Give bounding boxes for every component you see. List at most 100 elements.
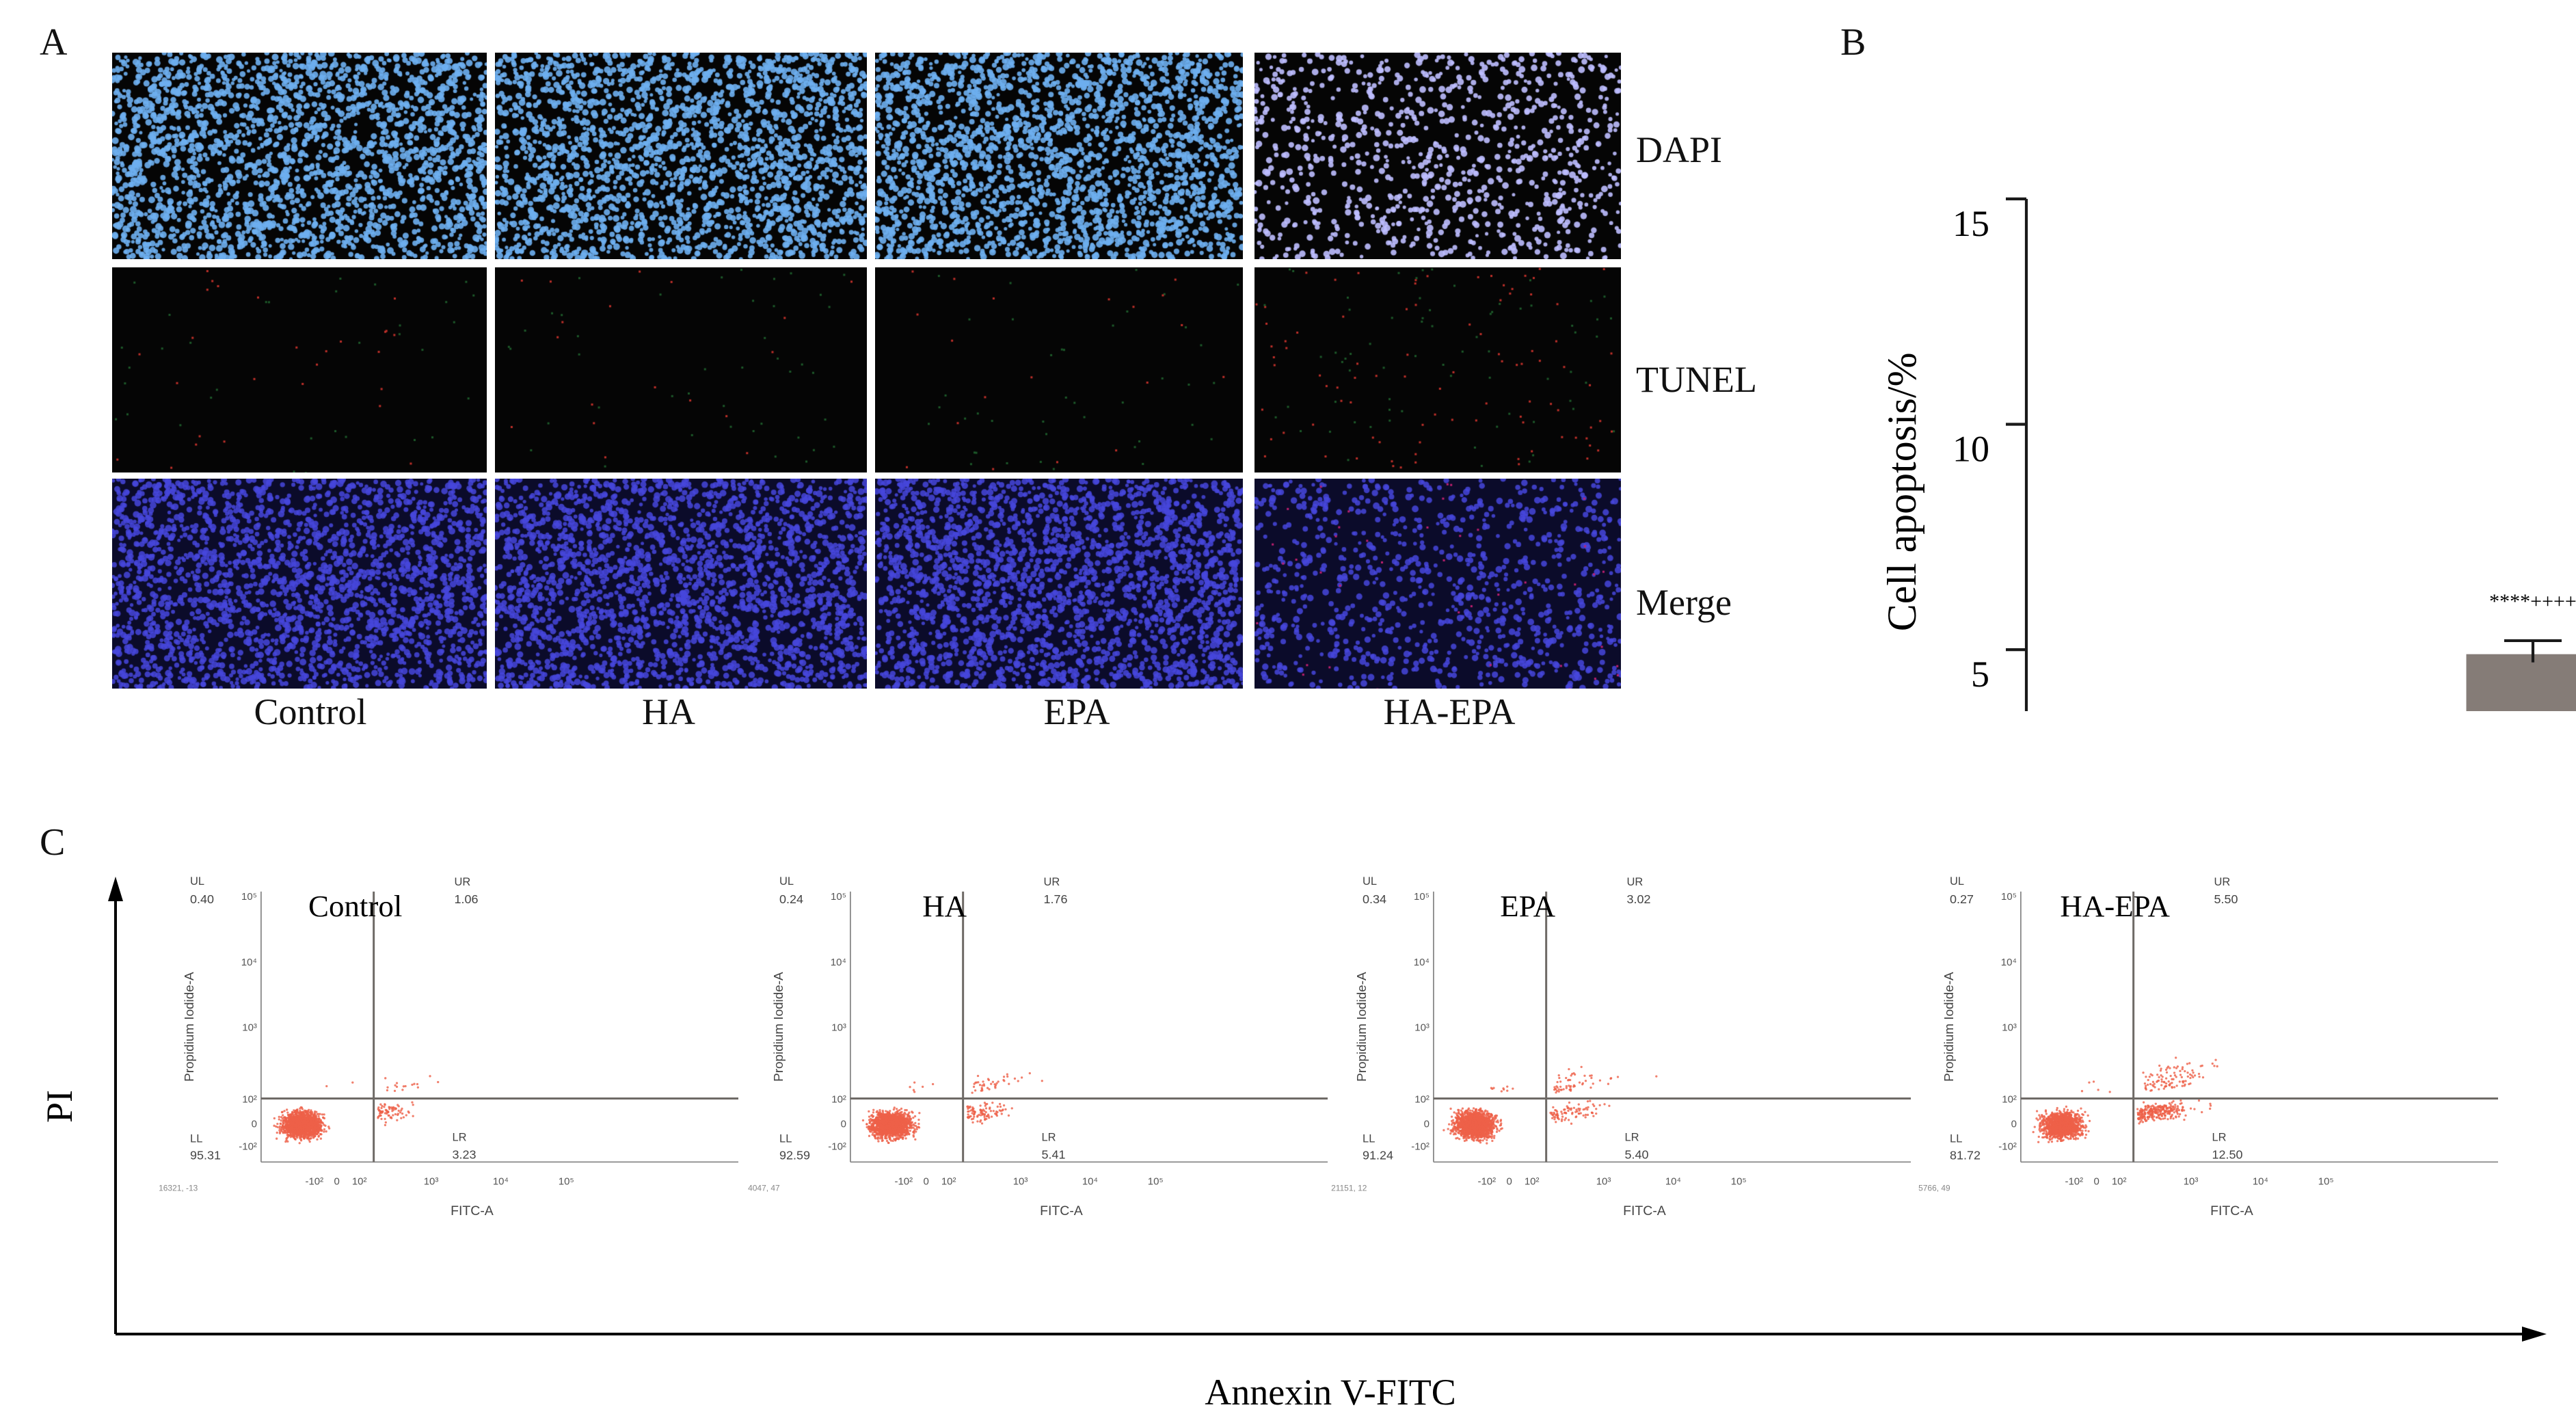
y-tick-label: -10² — [1411, 1141, 1430, 1152]
micrograph-dapi-ha-epa — [1255, 53, 1621, 259]
y-tick-label: -10² — [1998, 1141, 2017, 1152]
x-tick-label: 10⁴ — [1665, 1175, 1681, 1187]
quadrant-value-lr: 5.41 — [1041, 1147, 1065, 1161]
x-tick-label: 0 — [2094, 1175, 2099, 1187]
quadrant-value-ll: 92.59 — [779, 1148, 810, 1162]
quadrant-label-lr: LR — [1624, 1131, 1639, 1143]
y-tick-label: 15 — [1953, 203, 1989, 244]
pi-axis-label: Propidium Iodide-A — [1354, 972, 1369, 1082]
micrograph-tunel-control — [112, 267, 487, 472]
pi-axis-label: Propidium Iodide-A — [1942, 972, 1956, 1082]
quadrant-label-ll: LL — [1950, 1132, 1962, 1145]
y-tick-label: 10³ — [242, 1022, 257, 1034]
col-label-ha-epa: HA-EPA — [1383, 691, 1516, 732]
y-tick-label: 10⁴ — [2001, 957, 2017, 968]
micrograph-merge-ha — [495, 479, 867, 689]
panel-label-c: C — [40, 821, 66, 864]
x-tick-label: 10³ — [2184, 1175, 2199, 1187]
plot-title: HA — [922, 889, 967, 923]
micrograph-tunel-ha — [495, 267, 867, 472]
flow-plot-control: 10⁵ 10⁴ 10³ 10² 0 -10² -10² 0 10² 10³ 10⁴ 10⁵ FITC-A… — [159, 875, 738, 1218]
y-tick-label: 10³ — [2002, 1022, 2017, 1034]
x-tick-label: -10² — [894, 1175, 913, 1187]
x-tick-label: 10⁴ — [2253, 1175, 2268, 1187]
x-tick-label: -10² — [305, 1175, 323, 1187]
y-tick-label: -10² — [828, 1141, 846, 1152]
quadrant-value-ul: 0.24 — [779, 892, 803, 906]
event-dots — [273, 1075, 440, 1145]
quadrant-label-ll: LL — [779, 1132, 792, 1145]
x-tick-label: 10² — [1525, 1175, 1540, 1187]
col-label-epa: EPA — [1043, 691, 1110, 732]
x-tick-label: 10⁵ — [1731, 1175, 1747, 1187]
row-label-merge: Merge — [1636, 582, 1732, 623]
event-dots — [861, 1071, 1043, 1145]
y-tick-label: 5 — [1971, 654, 1989, 695]
y-tick-label: 0 — [2011, 1118, 2017, 1130]
y-tick-label: 10² — [1414, 1093, 1430, 1105]
event-dots — [1443, 1065, 1658, 1145]
quadrant-value-ll: 81.72 — [1950, 1148, 1981, 1162]
quadrant-label-ur: UR — [1043, 876, 1060, 888]
annexin-axis-arrow — [2522, 1327, 2547, 1342]
quadrant-value-ul: 0.34 — [1363, 892, 1386, 906]
quadrant-value-ur: 1.76 — [1043, 892, 1067, 906]
flow-plot-epa: 10⁵ 10⁴ 10³ 10² 0 -10² -10² 0 10² 10³ 10⁴ 10⁵ FITC-A… — [1331, 875, 1911, 1218]
pi-axis-label: PI — [39, 1090, 80, 1123]
x-tick-label: 10² — [941, 1175, 956, 1187]
fitc-axis-label: FITC-A — [2210, 1203, 2253, 1218]
quadrant-label-ul: UL — [1363, 875, 1377, 888]
quadrant-value-ul: 0.40 — [190, 892, 214, 906]
x-tick-label: 10² — [2112, 1175, 2127, 1187]
row-label-dapi: DAPI — [1636, 129, 1723, 170]
y-tick-label: 0 — [1424, 1118, 1430, 1130]
x-tick-label: 10⁴ — [493, 1175, 509, 1187]
cursor-readout: 21151, 12 — [1331, 1183, 1367, 1193]
micrograph-dapi-epa — [875, 53, 1243, 259]
y-tick-label: 10⁴ — [241, 957, 257, 968]
x-tick-label: 10³ — [1596, 1175, 1611, 1187]
quadrant-value-ur: 5.50 — [2214, 892, 2238, 906]
quadrant-label-ur: UR — [454, 876, 470, 888]
quadrant-label-ll: LL — [1363, 1132, 1375, 1145]
row-label-tunel: TUNEL — [1636, 359, 1757, 400]
micrograph-merge-epa — [875, 479, 1243, 689]
micrograph-tunel-epa — [875, 267, 1243, 472]
y-tick-label: 0 — [252, 1118, 257, 1130]
quadrant-value-lr: 5.40 — [1624, 1147, 1648, 1161]
x-tick-label: 10⁵ — [2318, 1175, 2334, 1187]
y-tick-label: 10 — [1953, 428, 1989, 469]
x-tick-label: 0 — [924, 1175, 929, 1187]
quadrant-label-ll: LL — [190, 1132, 202, 1145]
y-tick-label: 10² — [242, 1093, 257, 1105]
x-tick-label: 10³ — [424, 1175, 439, 1187]
micrograph-merge-control — [112, 479, 487, 689]
quadrant-label-lr: LR — [1041, 1131, 1056, 1143]
bar-epa — [2466, 654, 2576, 711]
plot-title: Control — [308, 889, 402, 923]
panel-label-a: A — [40, 21, 68, 64]
micrograph-merge-ha-epa — [1255, 479, 1621, 689]
cursor-readout: 4047, 47 — [748, 1183, 780, 1193]
bar-chart: Cell apoptosis/% 051015ControlHA****++++… — [1879, 197, 2576, 711]
micrograph-dapi-ha — [495, 53, 867, 259]
x-tick-label: 10² — [352, 1175, 367, 1187]
plot-title: HA-EPA — [2060, 889, 2170, 923]
cursor-readout: 16321, -13 — [159, 1183, 198, 1193]
quadrant-label-ul: UL — [779, 875, 794, 888]
annexin-axis-label: Annexin V-FITC — [1205, 1372, 1456, 1413]
quadrant-label-lr: LR — [2212, 1131, 2226, 1143]
quadrant-label-ul: UL — [190, 875, 204, 888]
x-tick-label: -10² — [2065, 1175, 2083, 1187]
y-tick-label: 10³ — [1414, 1022, 1430, 1034]
quadrant-value-ur: 1.06 — [454, 892, 478, 906]
pi-axis-arrow — [108, 877, 123, 901]
y-tick-label: 10⁵ — [241, 891, 257, 903]
y-tick-label: 0 — [841, 1118, 846, 1130]
y-tick-label: 10⁴ — [831, 957, 846, 968]
quadrant-label-ur: UR — [2214, 876, 2230, 888]
fitc-axis-label: FITC-A — [1623, 1203, 1666, 1218]
event-dots — [2032, 1056, 2218, 1143]
x-tick-label: 0 — [1507, 1175, 1512, 1187]
quadrant-value-ul: 0.27 — [1950, 892, 1974, 906]
